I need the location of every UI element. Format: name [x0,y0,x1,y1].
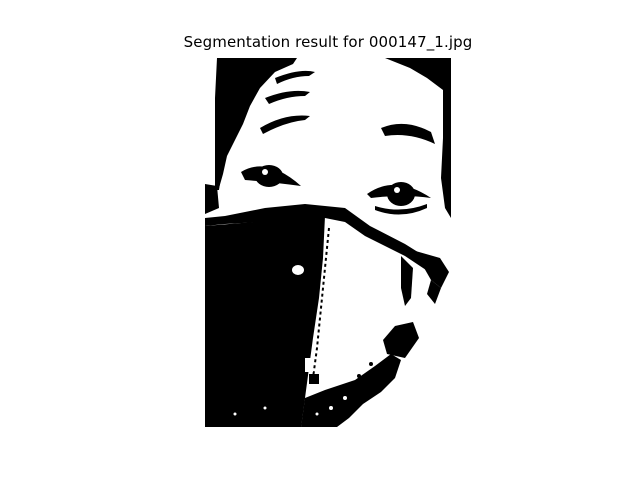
segmentation-mask-image [205,58,451,427]
cheek-left-edge [205,184,219,214]
eye-right-lower-lid [375,204,427,215]
hair-strand [265,90,310,104]
figure-title: Segmentation result for 000147_1.jpg [183,33,473,51]
eye-left-pupil [255,165,283,187]
chin-dark [301,354,401,427]
shadow-right-lower [383,322,419,358]
mask-right-edge [427,280,441,304]
hair-region-left-edge [215,58,245,190]
nose-shadow [401,256,413,306]
mask-seam [312,227,330,379]
mask-highlight-spot [292,265,304,275]
eyebrow-right [381,123,435,144]
hair-region [217,58,297,188]
hair-right-edge [441,76,451,218]
mask-right-strap [405,248,449,288]
eye-right-pupil [387,182,415,206]
mask-band [205,204,441,276]
hair-top-right [385,58,451,103]
hair-strand [275,70,315,84]
hair-strand [260,115,310,134]
bottom-left-fill [205,398,305,427]
